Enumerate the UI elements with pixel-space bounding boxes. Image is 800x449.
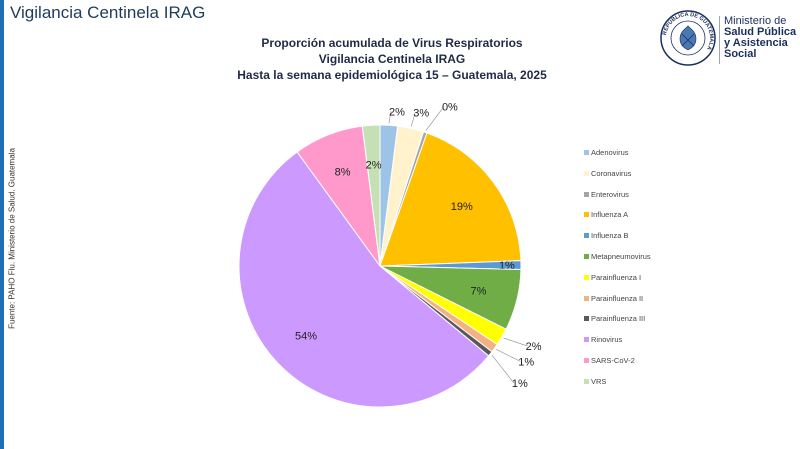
- legend-label: Parainfluenza II: [591, 293, 644, 303]
- legend-label: VRS: [591, 376, 607, 386]
- legend-swatch: [584, 357, 589, 363]
- slice-data-label: 0%: [442, 102, 458, 114]
- ministry-logo: REPÚBLICA DE GUATEMALA Ministerio de Sal…: [660, 10, 796, 68]
- logo-line: Ministerio de: [724, 15, 787, 27]
- pie-slice: [361, 124, 381, 267]
- logo-line: Salud Pública: [724, 26, 797, 38]
- chart-title: Proporción acumulada de Virus Respirator…: [200, 35, 584, 83]
- ministry-name: Ministerio de Salud Pública y Asistencia…: [724, 16, 796, 60]
- legend-swatch: [584, 191, 589, 197]
- pie-slice: [238, 151, 490, 408]
- guatemala-seal-icon: REPÚBLICA DE GUATEMALA: [660, 10, 716, 66]
- legend-swatch: [584, 274, 589, 280]
- chart-title-line: Hasta la semana epidemiológica 15 – Guat…: [237, 68, 547, 82]
- leader-line: [425, 106, 445, 131]
- leader-line: [503, 337, 528, 347]
- legend-swatch: [584, 212, 589, 218]
- legend-swatch: [584, 316, 589, 322]
- slice-data-label: 1%: [512, 378, 528, 390]
- slice-data-label: 8%: [335, 167, 351, 179]
- legend-label: SARS-CoV-2: [591, 355, 635, 365]
- leader-line: [496, 349, 521, 362]
- legend-label: Influenza B: [591, 231, 629, 241]
- slice-data-label: 3%: [413, 107, 429, 119]
- legend-swatch: [584, 233, 589, 239]
- leader-line: [410, 112, 416, 127]
- slice-data-label: 2%: [526, 341, 542, 353]
- slice-data-label: 2%: [366, 160, 382, 172]
- logo-line: Social: [724, 48, 757, 60]
- chart-title-line: Proporción acumulada de Virus Respirator…: [261, 36, 523, 50]
- slice-data-label: 19%: [451, 201, 473, 213]
- legend-swatch: [584, 295, 589, 301]
- legend-label: Adenovirus: [591, 148, 629, 157]
- leader-line: [491, 354, 515, 384]
- legend-label: Parainfluenza I: [591, 272, 642, 282]
- legend-label: Parainfluenza III: [591, 314, 646, 324]
- leader-line: [388, 111, 392, 124]
- legend-label: Coronavirus: [591, 168, 632, 178]
- logo-divider: [719, 16, 720, 64]
- left-accent-bar: [0, 0, 4, 449]
- legend-swatch: [584, 253, 589, 259]
- chart-title-line: Vigilancia Centinela IRAG: [318, 52, 466, 66]
- legend-label: Rinovirus: [591, 335, 623, 345]
- slice-data-label: 1%: [518, 356, 534, 368]
- legend-label: Enterovirus: [591, 189, 629, 199]
- page-title: Vigilancia Centinela IRAG: [10, 3, 206, 22]
- pie-slice: [379, 132, 522, 267]
- slice-data-label: 54%: [295, 330, 317, 342]
- legend-swatch: [584, 337, 589, 343]
- slice-data-label: 7%: [471, 286, 487, 298]
- logo-line: y Asistencia: [724, 37, 788, 49]
- legend-swatch: [584, 150, 589, 155]
- legend-swatch: [584, 170, 589, 176]
- legend-swatch: [584, 378, 589, 384]
- legend-label: Influenza A: [591, 210, 629, 220]
- legend-label: Metapneumovirus: [591, 251, 651, 261]
- slice-data-label: 2%: [389, 106, 405, 118]
